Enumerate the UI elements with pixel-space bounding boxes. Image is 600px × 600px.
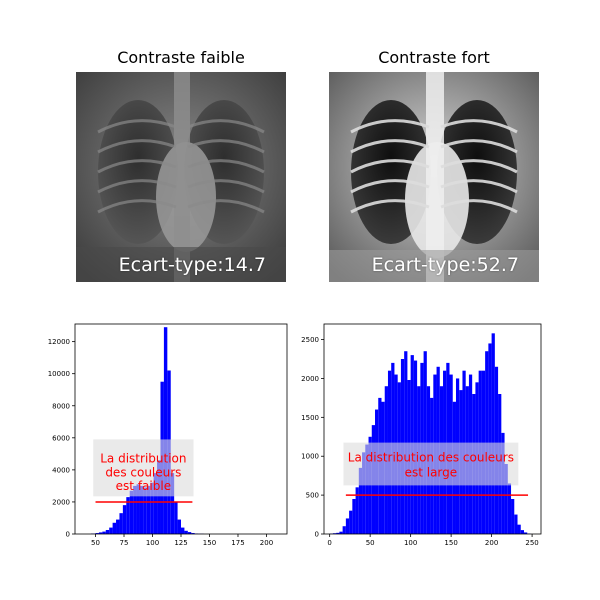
x-tick-label: 175 [231,539,244,547]
histogram-bar [339,531,343,534]
histogram-bar [136,484,140,534]
x-tick-label: 125 [174,539,187,547]
y-tick-label: 0 [66,531,70,539]
histogram-bar [126,497,130,534]
histogram-bar [105,529,110,534]
histogram-bar [488,343,492,534]
y-tick-label: 1500 [301,414,319,422]
histogram-bar [352,499,356,534]
histogram-bar [153,473,158,534]
histogram-bar [143,487,147,534]
histogram-bar [336,532,340,534]
histogram-bar [181,527,185,534]
histogram-bar [177,519,181,534]
low-contrast-xray-image: Ecart-type:14.7 [76,72,286,282]
high-contrast-std-label: Ecart-type:52.7 [371,254,519,276]
y-tick-label: 2000 [52,498,70,506]
histogram-bar [157,460,161,534]
histogram-bar [345,518,350,534]
x-tick-label: 200 [485,539,498,547]
histogram-bar [133,485,137,534]
x-tick-label: 50 [366,539,375,547]
low-contrast-xray-drawing [76,72,286,282]
y-tick-label: 0 [315,531,319,539]
x-tick-label: 100 [146,539,159,547]
y-tick-label: 12000 [48,338,70,346]
histogram-bar [504,464,508,534]
histogram-bar [511,499,515,534]
histogram-bar [520,530,524,534]
y-tick-label: 2000 [301,375,319,383]
histogram-bar [98,532,103,534]
y-tick-label: 4000 [52,466,70,474]
annotation-line-1: La distribution [100,452,186,466]
annotation-line-2: des couleurs [105,465,181,479]
y-tick-label: 500 [306,492,319,500]
annotation-line-2: est large [405,466,458,480]
y-tick-label: 2500 [301,336,319,344]
histogram-bar [514,514,518,534]
y-tick-label: 8000 [52,402,70,410]
low-contrast-std-label: Ecart-type:14.7 [118,254,266,276]
x-tick-label: 250 [525,539,538,547]
right-image-title: Contraste fort [378,48,490,67]
y-tick-label: 1000 [301,453,319,461]
high-contrast-xray-image: Ecart-type:52.7 [329,72,539,282]
x-tick-label: 75 [120,539,129,547]
histogram-bar [150,482,154,534]
histogram-bar [507,483,512,534]
x-tick-label: 150 [444,539,457,547]
histogram-bar [174,501,178,534]
histogram-bar [184,530,188,534]
histogram-bar [116,519,120,534]
histogram-bar [139,485,144,534]
histogram-bar [122,505,127,534]
histogram-bar [523,532,528,534]
y-tick-label: 10000 [48,370,70,378]
histogram-bar [109,527,113,534]
x-tick-label: 0 [327,539,331,547]
histogram-bar [112,522,117,534]
histogram-bar [517,524,521,534]
high-contrast-xray-drawing [329,72,539,282]
annotation-box [343,442,519,486]
histogram-bar [491,333,495,534]
histogram-bar [365,444,369,534]
histogram-bar [102,531,106,534]
annotation-box [93,439,194,497]
histogram-bar [95,533,99,534]
histogram-bar [187,532,192,534]
histogram-bar [170,473,175,534]
x-tick-label: 100 [404,539,417,547]
histogram-bar [349,510,353,534]
x-tick-label: 150 [203,539,216,547]
histogram-bar [146,485,151,534]
left-image-title: Contraste faible [117,48,245,67]
histogram-bar [119,513,123,534]
histogram-bar [355,487,359,534]
annotation-line-3: est faible [116,479,171,493]
histogram-bar [191,533,195,534]
axes-frame [323,323,542,535]
x-tick-label: 50 [91,539,100,547]
annotation-line-1: La distribution des couleurs [348,450,514,464]
y-tick-label: 6000 [52,434,70,442]
x-tick-label: 200 [260,539,273,547]
high-contrast-histogram: La distribution des couleurs est large 0 50… [301,323,542,547]
histogram-bar [358,467,363,534]
histogram-bar [342,526,346,534]
histogram-bar [163,327,168,534]
histogram-bar [362,452,366,534]
histogram-bar [129,490,134,534]
